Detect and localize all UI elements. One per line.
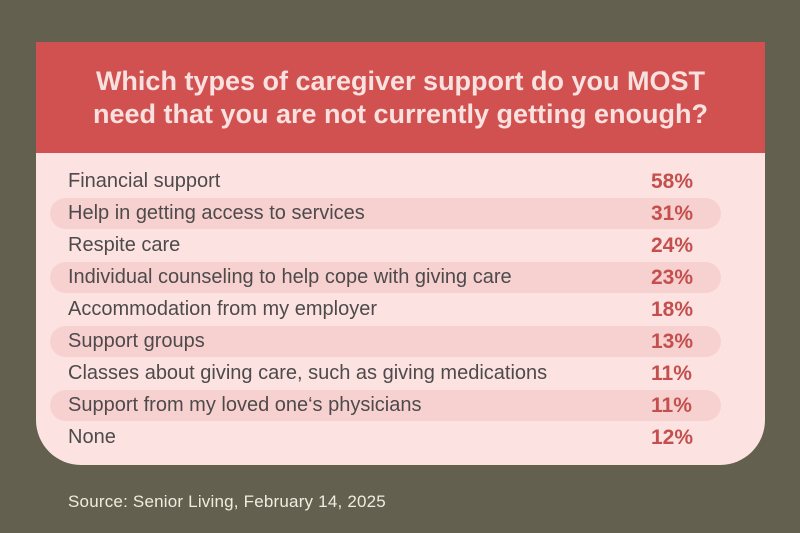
question-line-2: need that you are not currently getting …	[92, 98, 709, 129]
answer-value: 11%	[651, 361, 692, 385]
answer-value: 18%	[651, 297, 694, 321]
list-item: Support from my loved one‘s physicians 11…	[50, 390, 721, 421]
answer-label: Individual counseling to help cope with …	[68, 266, 512, 288]
list-item: Accommodation from my employer 18%	[50, 294, 721, 325]
answer-label: Support from my loved one‘s physicians	[68, 394, 422, 416]
list-item: Respite care 24%	[50, 230, 721, 261]
answer-label: Support groups	[68, 330, 205, 352]
answer-label: None	[68, 426, 116, 448]
answer-value: 12%	[651, 425, 694, 449]
source-attribution: Source: Senior Living, February 14, 2025	[68, 492, 386, 511]
answer-value: 23%	[651, 265, 694, 289]
answer-label: Accommodation from my employer	[68, 298, 377, 320]
answer-value: 58%	[651, 169, 694, 193]
survey-card: Which types of caregiver support do you …	[36, 42, 765, 465]
list-item: Individual counseling to help cope with …	[50, 262, 721, 293]
answer-value: 11%	[651, 393, 692, 417]
list-item: Support groups 13%	[50, 326, 721, 357]
answer-label: Help in getting access to services	[68, 202, 365, 224]
answer-value: 31%	[651, 201, 694, 225]
answer-value: 24%	[651, 233, 694, 257]
list-item: Help in getting access to services 31%	[50, 198, 721, 229]
question-line-1: Which types of caregiver support do you …	[95, 65, 706, 96]
answer-label: Financial support	[68, 170, 221, 192]
answer-list: Financial support 58% Help in getting acce…	[36, 153, 765, 465]
list-item: Classes about giving care, such as givin…	[50, 358, 721, 389]
answer-label: Classes about giving care, such as givin…	[68, 362, 548, 384]
answer-value: 13%	[651, 329, 694, 353]
list-item: None 12%	[50, 422, 721, 453]
list-item: Financial support 58%	[50, 166, 721, 197]
answer-label: Respite care	[68, 234, 181, 256]
question-header: Which types of caregiver support do you …	[36, 42, 765, 153]
